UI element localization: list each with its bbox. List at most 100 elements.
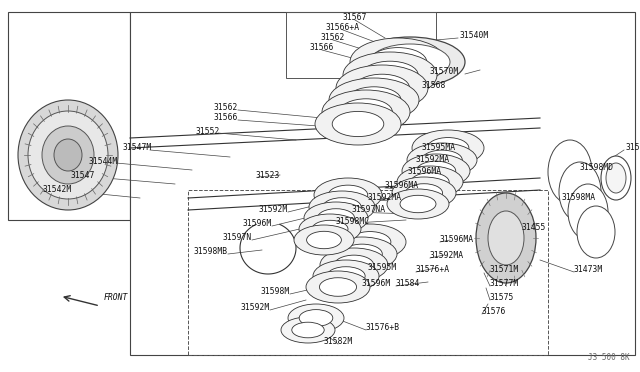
Ellipse shape: [343, 52, 437, 98]
Text: 31582M: 31582M: [323, 337, 353, 346]
Text: 31592MA: 31592MA: [430, 251, 464, 260]
Text: 31552: 31552: [196, 128, 220, 137]
Text: 31596MA: 31596MA: [440, 235, 474, 244]
Text: 31540M: 31540M: [460, 32, 489, 41]
Ellipse shape: [327, 267, 365, 285]
Ellipse shape: [406, 184, 443, 202]
Text: 31598MC: 31598MC: [336, 218, 370, 227]
Ellipse shape: [306, 271, 370, 303]
Ellipse shape: [334, 224, 406, 260]
Text: 31596MA: 31596MA: [385, 182, 419, 190]
Ellipse shape: [427, 138, 469, 158]
Ellipse shape: [328, 185, 368, 205]
Text: 31566: 31566: [310, 44, 334, 52]
Ellipse shape: [387, 189, 449, 219]
Text: 31598MA: 31598MA: [562, 193, 596, 202]
Ellipse shape: [42, 126, 94, 184]
Ellipse shape: [294, 225, 354, 255]
Text: 31523: 31523: [256, 170, 280, 180]
Ellipse shape: [323, 198, 361, 216]
Text: 31576+B: 31576+B: [366, 324, 400, 333]
Ellipse shape: [397, 166, 463, 198]
Text: 31555P: 31555P: [626, 144, 640, 153]
Ellipse shape: [314, 178, 382, 212]
Ellipse shape: [334, 255, 374, 275]
Ellipse shape: [488, 211, 524, 265]
Ellipse shape: [392, 177, 456, 209]
Text: 31592M: 31592M: [241, 304, 270, 312]
Ellipse shape: [329, 78, 419, 122]
Ellipse shape: [407, 143, 477, 177]
Text: 31567: 31567: [343, 13, 367, 22]
Ellipse shape: [350, 38, 446, 86]
Ellipse shape: [347, 87, 401, 113]
Ellipse shape: [355, 37, 465, 87]
Ellipse shape: [18, 100, 118, 210]
Text: 31596M: 31596M: [362, 279, 391, 289]
Ellipse shape: [288, 304, 344, 332]
Bar: [8, 12, 130, 220]
Text: 31566: 31566: [214, 113, 238, 122]
Text: 31597N: 31597N: [223, 234, 252, 243]
Ellipse shape: [568, 184, 608, 240]
Text: 31570M: 31570M: [430, 67, 460, 77]
Text: FRONT: FRONT: [104, 294, 129, 302]
Ellipse shape: [320, 248, 388, 282]
Ellipse shape: [402, 154, 470, 188]
Text: 31473M: 31473M: [574, 266, 604, 275]
Ellipse shape: [411, 173, 449, 191]
Text: 31547M: 31547M: [123, 144, 152, 153]
Text: 31598M: 31598M: [260, 288, 290, 296]
Text: 31576: 31576: [482, 308, 506, 317]
Ellipse shape: [416, 161, 456, 181]
Ellipse shape: [304, 202, 368, 234]
Ellipse shape: [577, 206, 615, 258]
Ellipse shape: [340, 99, 392, 125]
Ellipse shape: [476, 193, 536, 283]
Text: 31562: 31562: [214, 103, 238, 112]
Ellipse shape: [292, 322, 324, 338]
Ellipse shape: [312, 220, 348, 238]
Ellipse shape: [319, 278, 356, 296]
Ellipse shape: [601, 156, 631, 200]
Ellipse shape: [307, 231, 341, 249]
Ellipse shape: [309, 191, 375, 223]
Text: 31576+A: 31576+A: [416, 266, 450, 275]
Text: 31592MA: 31592MA: [416, 155, 450, 164]
Ellipse shape: [422, 150, 462, 170]
Text: J3 500 8K: J3 500 8K: [588, 353, 630, 362]
Ellipse shape: [400, 195, 436, 213]
Ellipse shape: [548, 140, 592, 204]
Ellipse shape: [28, 111, 108, 199]
Ellipse shape: [342, 244, 382, 264]
Bar: [188, 190, 548, 355]
Bar: [130, 12, 635, 355]
Ellipse shape: [355, 74, 410, 102]
Text: 31592MA: 31592MA: [368, 193, 402, 202]
Bar: [286, 12, 436, 78]
Text: 31595M: 31595M: [368, 263, 397, 273]
Ellipse shape: [54, 139, 82, 171]
Text: 31562: 31562: [321, 33, 345, 42]
Text: 31597NA: 31597NA: [352, 205, 386, 215]
Text: 31547: 31547: [70, 171, 95, 180]
Ellipse shape: [349, 231, 391, 253]
Text: 31596MA: 31596MA: [408, 167, 442, 176]
Ellipse shape: [315, 103, 401, 145]
Text: 31542M: 31542M: [43, 186, 72, 195]
Bar: [400, 178, 432, 210]
Text: 31584: 31584: [396, 279, 420, 289]
Text: 31577M: 31577M: [490, 279, 519, 289]
Text: 31575: 31575: [490, 294, 515, 302]
Text: 31598MB: 31598MB: [194, 247, 228, 257]
Ellipse shape: [362, 61, 418, 89]
Ellipse shape: [299, 214, 361, 244]
Text: 31598MD: 31598MD: [580, 164, 614, 173]
Text: 31596M: 31596M: [243, 219, 272, 228]
Ellipse shape: [332, 111, 384, 137]
Ellipse shape: [281, 317, 335, 343]
Text: 31566+A: 31566+A: [326, 23, 360, 32]
Text: 31544M: 31544M: [89, 157, 118, 167]
Ellipse shape: [322, 90, 410, 134]
Ellipse shape: [300, 310, 333, 326]
